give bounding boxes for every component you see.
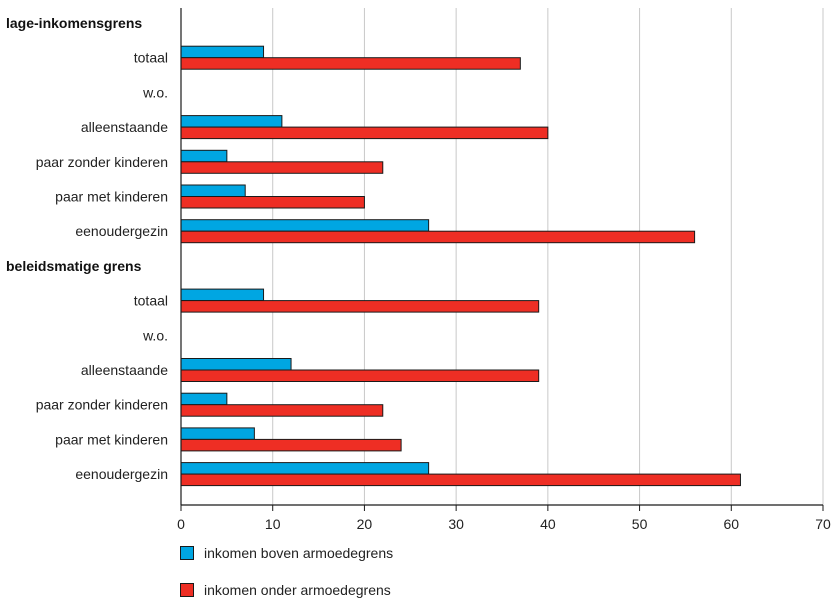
x-tick-label: 40: [540, 516, 556, 532]
legend-item-below: inkomen onder armoedegrens: [180, 582, 391, 598]
x-tick-label: 60: [723, 516, 739, 532]
bar-below: [180, 161, 384, 174]
legend-swatch-below: [180, 583, 194, 597]
category-label: w.o.: [142, 327, 168, 343]
category-label: eenoudergezin: [75, 223, 168, 239]
x-tick-label: 20: [357, 516, 373, 532]
legend-label-above: inkomen boven armoedegrens: [204, 545, 394, 561]
bar-above: [180, 115, 283, 128]
category-label: alleenstaande: [81, 119, 168, 135]
bar-above: [180, 358, 292, 371]
category-label: alleenstaande: [81, 362, 168, 378]
bar-below: [180, 230, 696, 244]
bar-above: [180, 149, 228, 163]
legend-label-below: inkomen onder armoedegrens: [204, 582, 391, 598]
group-label: beleidsmatige grens: [6, 258, 142, 274]
x-tick-label: 0: [177, 516, 185, 532]
bar-above: [180, 45, 265, 59]
x-tick-label: 10: [265, 516, 281, 532]
x-tick-label: 70: [815, 516, 831, 532]
category-label: paar zonder kinderen: [36, 397, 168, 413]
category-label: totaal: [134, 293, 168, 309]
bar-above: [180, 427, 255, 440]
x-tick-label: 50: [632, 516, 648, 532]
bar-below: [180, 57, 521, 70]
bar-below: [180, 438, 402, 452]
bar-below: [180, 473, 741, 487]
category-label: paar met kinderen: [55, 189, 168, 205]
bar-below: [180, 369, 540, 382]
category-label: eenoudergezin: [75, 466, 168, 482]
bar-below: [180, 404, 384, 417]
x-tick-label: 30: [448, 516, 464, 532]
bar-below: [180, 126, 549, 140]
bar-below: [180, 300, 540, 313]
bar-above: [180, 392, 228, 406]
bar-above: [180, 288, 265, 302]
legend-item-above: inkomen boven armoedegrens: [180, 545, 393, 561]
bar-above: [180, 219, 430, 232]
bar-above: [180, 184, 246, 197]
legend-swatch-above: [180, 546, 194, 560]
category-label: totaal: [134, 50, 168, 66]
bar-below: [180, 196, 365, 209]
group-label: lage-inkomensgrens: [6, 15, 142, 31]
category-label: paar met kinderen: [55, 431, 168, 447]
bar-above: [180, 462, 430, 475]
category-label: paar zonder kinderen: [36, 154, 168, 170]
category-label: w.o.: [142, 84, 168, 100]
